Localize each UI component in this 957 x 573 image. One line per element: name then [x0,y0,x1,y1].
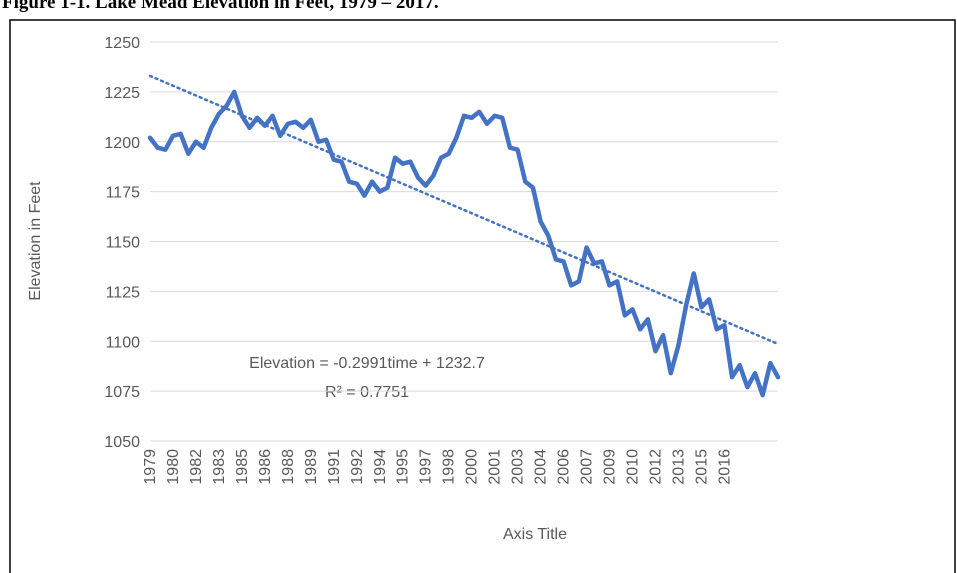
x-tick-label: 1991 [326,449,343,485]
x-tick-label: 1982 [188,449,205,485]
x-tick-label: 1979 [142,449,159,485]
trend-equation: Elevation = -0.2991time + 1232.7 [249,355,485,372]
x-tick-label: 2012 [647,449,664,485]
y-tick-label: 1050 [104,434,140,451]
y-tick-label: 1200 [104,135,140,152]
x-tick-label: 1997 [418,449,435,485]
x-tick-label: 2007 [579,449,596,485]
x-tick-label: 1988 [280,449,297,485]
x-tick-label: 1995 [395,449,412,485]
x-tick-label: 1992 [349,449,366,485]
x-tick-label: 2001 [487,449,504,485]
x-tick-label: 1998 [441,449,458,485]
x-tick-label: 2006 [556,449,573,485]
y-tick-label: 1125 [106,284,141,301]
y-axis-title: Elevation in Feet [27,181,44,301]
trend-r2: R² = 0.7751 [325,384,409,401]
x-tick-label: 2004 [533,449,550,485]
x-tick-label: 1985 [234,449,251,485]
y-tick-label: 1225 [104,85,140,102]
y-tick-label: 1150 [106,235,141,252]
x-tick-label: 2003 [510,449,527,485]
chart-border [9,19,956,573]
x-axis-title: Axis Title [503,526,567,543]
data-line [147,89,781,398]
y-tick-label: 1250 [104,35,140,52]
x-tick-label: 2016 [716,449,733,485]
x-tick-label: 2013 [670,449,687,485]
x-tick-label: 1989 [303,449,320,485]
x-tick-label: 2010 [624,449,641,485]
x-tick-label: 2009 [602,449,619,485]
x-tick-label: 1983 [211,449,228,485]
y-tick-label: 1075 [104,384,140,401]
x-tick-label: 1980 [165,449,182,485]
x-tick-label: 1986 [257,449,274,485]
x-tick-label: 2015 [693,449,710,485]
chart-title: Figure 1-1. Lake Mead Elevation in Feet,… [2,0,439,13]
x-tick-label: 1994 [372,449,389,485]
y-tick-label: 1175 [106,185,141,202]
y-tick-label: 1100 [106,334,141,351]
x-tick-label: 2000 [464,449,481,485]
